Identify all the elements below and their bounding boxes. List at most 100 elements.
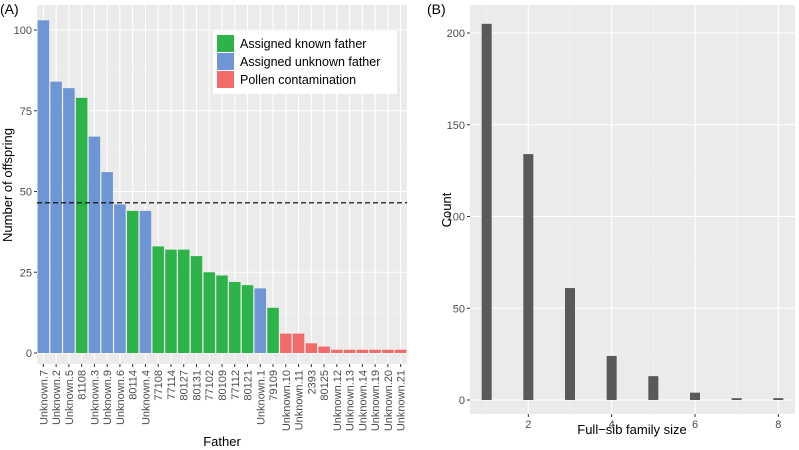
x-tick-label: 80114	[128, 370, 140, 400]
bar	[63, 88, 75, 353]
bar	[267, 307, 279, 353]
bar	[690, 392, 700, 400]
bar	[241, 285, 254, 353]
bar	[139, 210, 152, 353]
x-tick-label: Unknown.14	[357, 370, 369, 431]
bar	[292, 333, 305, 353]
x-tick-label: Unknown.12	[332, 370, 344, 431]
x-tick-label: 77102	[204, 370, 216, 401]
x-tick-label: Unknown.13	[345, 370, 357, 431]
legend-background	[213, 31, 397, 94]
panel-a-x-axis-title: Father	[203, 434, 241, 449]
bar	[101, 172, 113, 353]
x-tick-label: Unknown.1	[255, 370, 267, 425]
bar	[731, 398, 742, 400]
x-tick-label: 6	[692, 419, 698, 431]
panel-a-x-ticks: Unknown.7 Unknown.2 Unknown.5 81108 Unknown.…	[38, 364, 408, 431]
x-tick-label: Unknown.21	[396, 370, 408, 431]
y-tick-label: 100	[14, 25, 32, 37]
bar	[37, 20, 50, 354]
panel-b-x-ticks: 2 4 6 8	[525, 414, 781, 431]
x-tick-label: Unknown.9	[102, 370, 114, 425]
panel-a-bars	[37, 20, 407, 354]
bar	[331, 349, 343, 353]
x-tick-label: 77114	[166, 370, 178, 400]
panel-b: (B) 0 50 100 150 200 2 4 6 8 Full−sib family si…	[427, 1, 795, 437]
x-tick-label: 80125	[319, 370, 331, 401]
y-tick-label: 50	[20, 187, 32, 199]
bar	[152, 246, 164, 353]
bar	[126, 210, 139, 353]
panel-b-x-axis-title: Full−sib family size	[577, 422, 686, 437]
bar	[369, 349, 381, 353]
bar	[565, 288, 575, 400]
x-tick-label: 77108	[153, 370, 165, 401]
x-tick-label: Unknown.3	[89, 370, 101, 425]
bar	[773, 398, 784, 400]
bar	[50, 81, 62, 354]
bar	[229, 281, 241, 353]
bar	[88, 136, 101, 353]
legend: Assigned known father Assigned unknown fa…	[213, 31, 397, 94]
panel-b-background	[470, 5, 795, 414]
panel-b-gridlines	[470, 5, 795, 414]
bar	[280, 333, 292, 353]
x-tick-label: 79109	[268, 370, 280, 401]
y-tick-label: 50	[453, 303, 465, 315]
legend-label: Pollen contamination	[240, 73, 356, 87]
panel-b-bars	[481, 23, 784, 400]
bar	[523, 154, 534, 400]
x-tick-label: 81108	[77, 370, 89, 400]
bar	[318, 346, 330, 353]
x-tick-label: 77112	[230, 370, 242, 400]
panel-b-y-ticks: 0 50 100 150 200	[447, 28, 470, 407]
y-tick-label: 25	[20, 267, 32, 279]
panel-b-y-axis-title: Count	[439, 192, 454, 227]
panel-a-y-ticks: 0 25 50 75 100	[14, 25, 37, 360]
panel-a-y-axis-title: Number of offspring	[0, 128, 15, 242]
bar	[177, 249, 190, 353]
legend-label: Assigned unknown father	[240, 55, 380, 69]
legend-label: Assigned known father	[240, 37, 366, 51]
x-tick-label: Unknown.6	[115, 370, 127, 425]
x-tick-label: 80131	[191, 370, 203, 401]
bar	[356, 349, 369, 353]
bar	[648, 376, 659, 400]
legend-swatch	[217, 35, 234, 52]
bar	[75, 97, 88, 353]
bar	[216, 275, 228, 353]
x-tick-label: 2	[525, 419, 531, 431]
y-tick-label: 0	[459, 395, 465, 407]
x-tick-label: Unknown.20	[383, 370, 395, 431]
bar	[606, 355, 617, 400]
bar	[165, 249, 177, 353]
x-tick-label: 80109	[217, 370, 229, 401]
x-tick-label: Unknown.7	[38, 370, 50, 425]
bar	[203, 272, 215, 353]
y-tick-label: 200	[447, 28, 465, 40]
y-tick-label: 75	[20, 106, 32, 118]
x-tick-label: Unknown.2	[51, 370, 63, 425]
y-tick-label: 100	[447, 212, 465, 224]
x-tick-label: Unknown.10	[281, 370, 293, 431]
x-tick-label: Unknown.5	[64, 370, 76, 425]
y-tick-label: 0	[26, 348, 32, 360]
panel-a-label: (A)	[0, 1, 19, 17]
x-tick-label: Unknown.11	[294, 370, 306, 430]
legend-swatch	[217, 53, 234, 70]
x-tick-label: 8	[775, 419, 781, 431]
bar	[190, 256, 203, 353]
x-tick-label: 80127	[179, 370, 191, 401]
x-tick-label: 4	[609, 419, 615, 431]
bar	[343, 349, 356, 353]
x-tick-label: Unknown.4	[140, 370, 152, 425]
bar	[382, 349, 394, 353]
panel-b-label: (B)	[427, 1, 446, 17]
x-tick-label: Unknown.19	[370, 370, 382, 431]
bar	[394, 349, 407, 353]
x-tick-label: 2393	[306, 370, 318, 394]
bar	[114, 204, 126, 353]
y-tick-label: 150	[447, 120, 465, 132]
